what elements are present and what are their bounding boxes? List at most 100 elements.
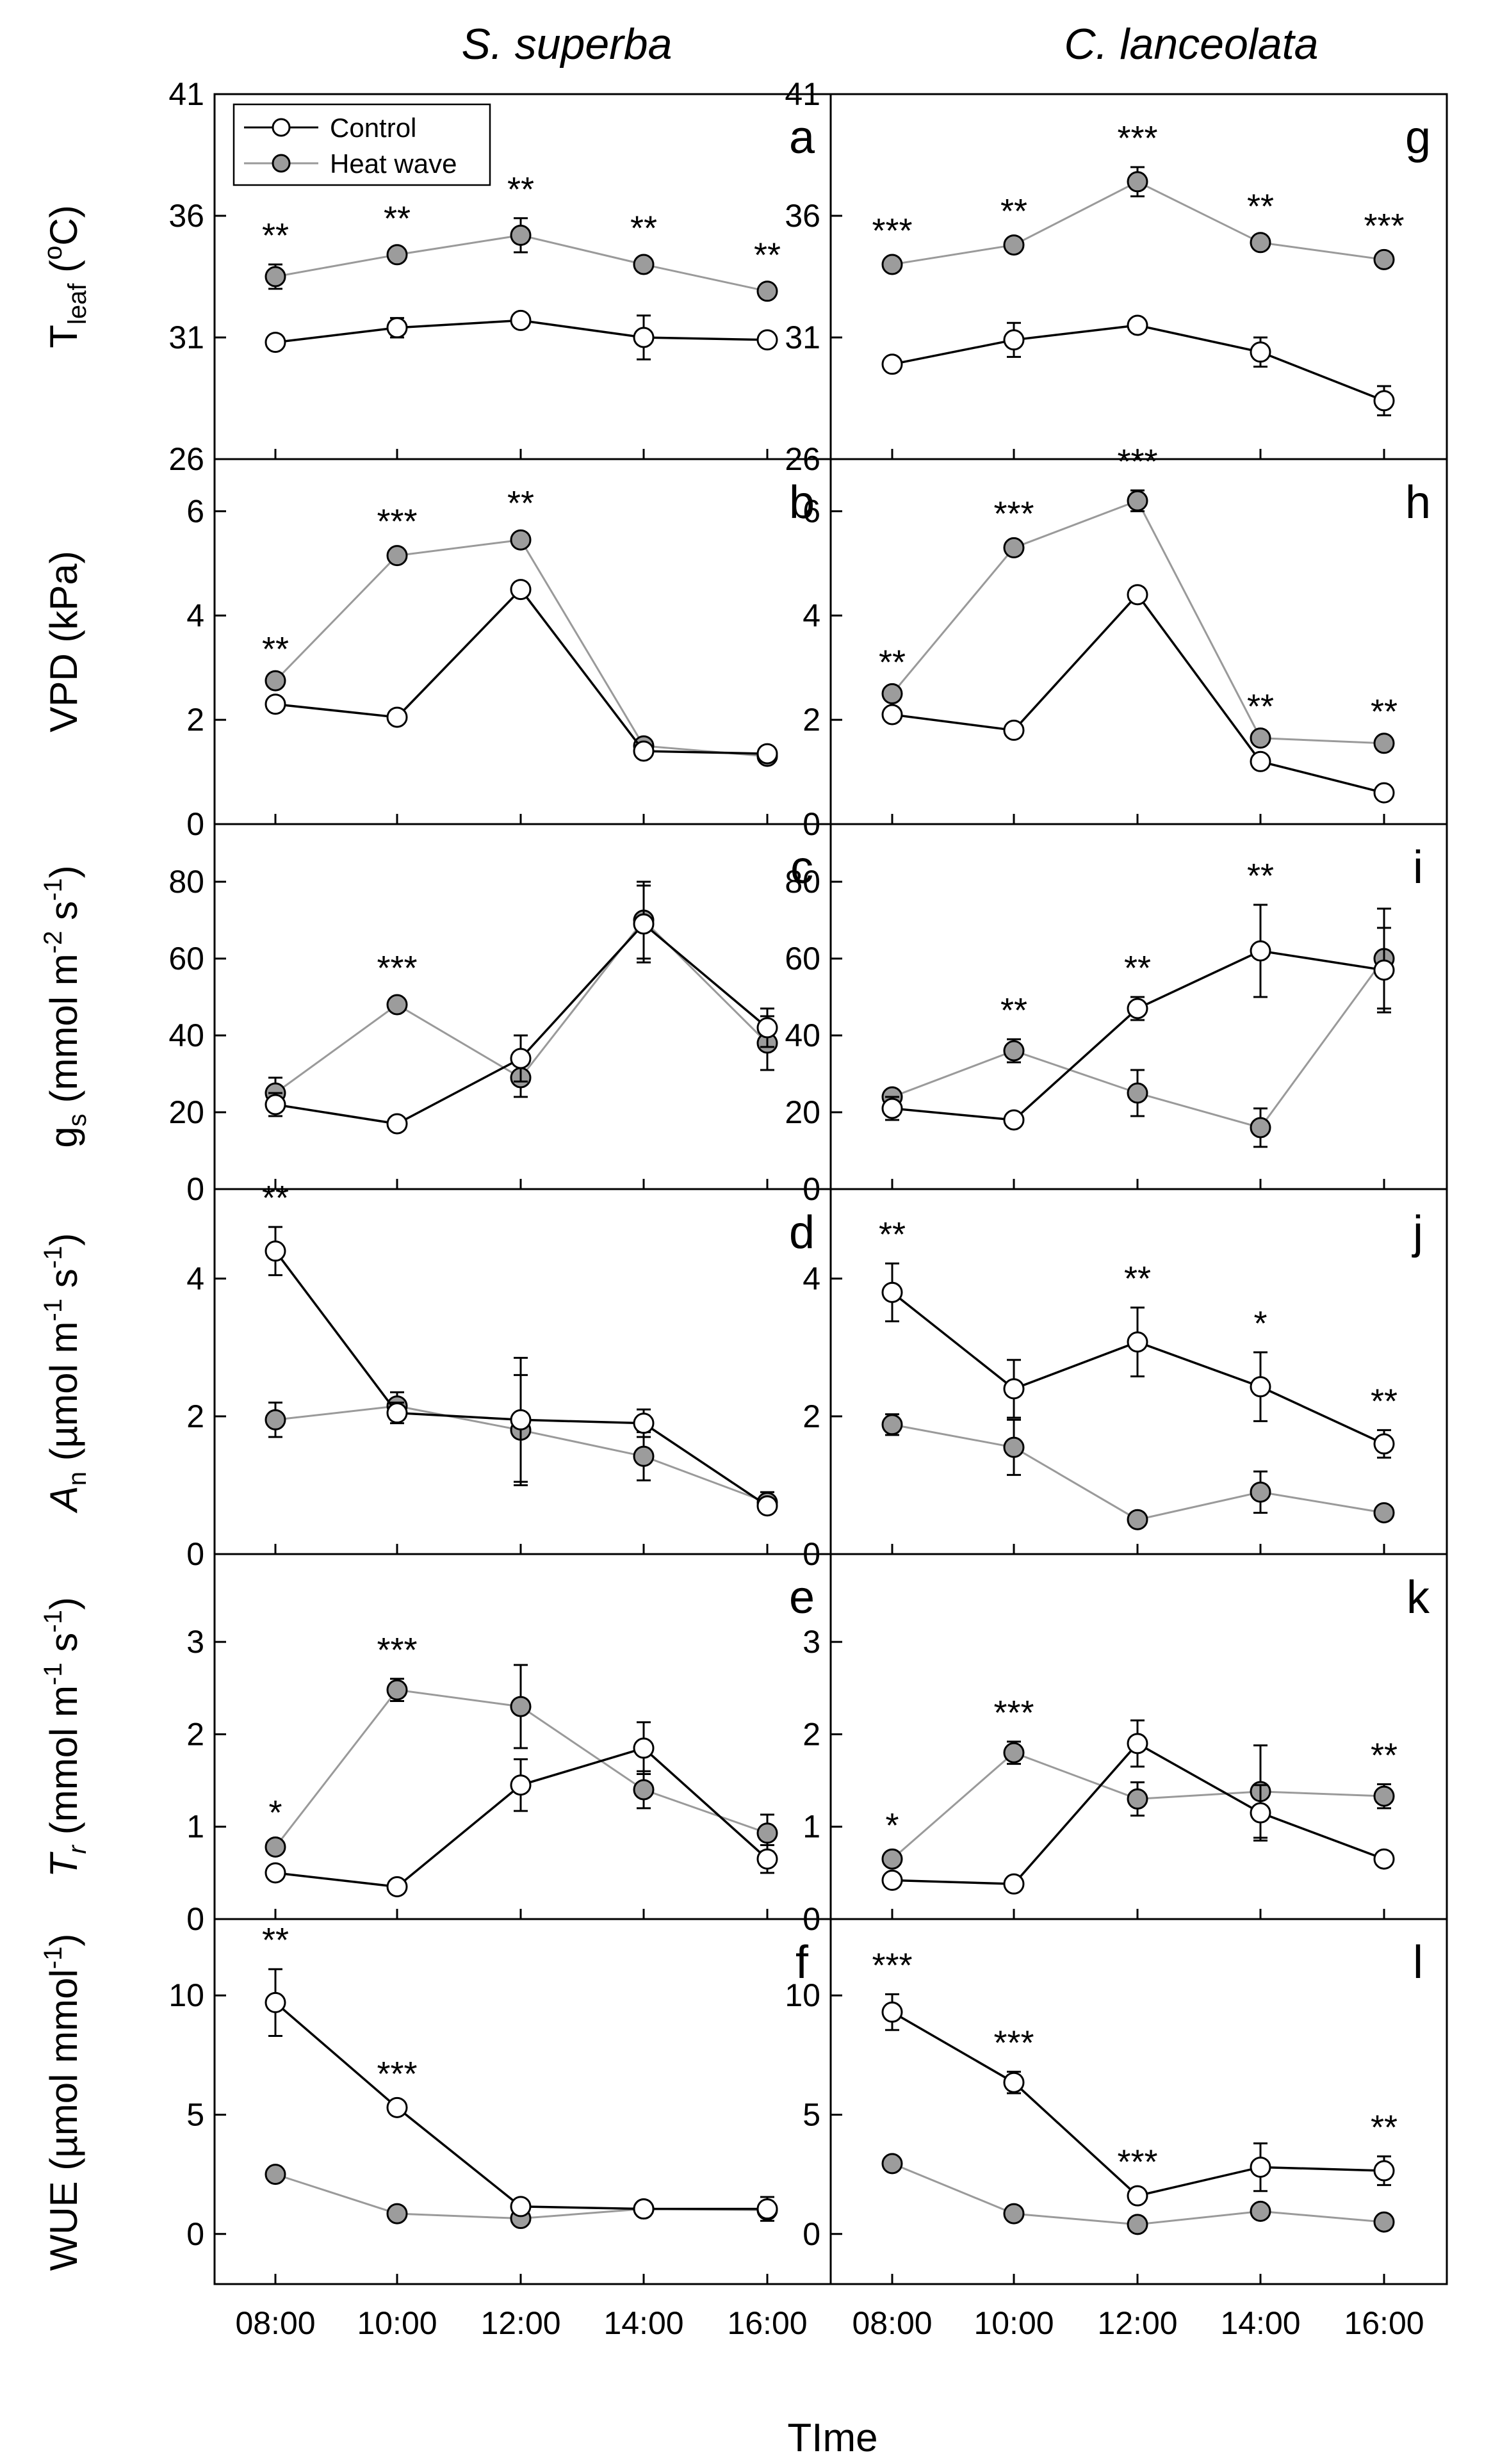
significance-marker: **	[262, 1179, 289, 1217]
control-point	[633, 913, 655, 935]
control-series-line	[892, 592, 1385, 794]
panel-frame	[829, 1918, 1448, 2285]
heat-wave-point	[1250, 2200, 1271, 2222]
y-tick-label: 5	[803, 2096, 820, 2132]
control-point	[1003, 1873, 1025, 1895]
significance-marker: **	[1247, 187, 1274, 225]
heat-wave-series-line	[274, 539, 768, 758]
control-point	[1250, 1802, 1271, 1824]
y-tick-label: 36	[785, 198, 820, 234]
heat-wave-series-line	[892, 1423, 1385, 1521]
x-tick-label: 08:00	[235, 2305, 315, 2341]
heat-wave-point	[1250, 1481, 1271, 1503]
y-tick-label: 4	[186, 597, 204, 633]
legend-heat-wave-label: Heat wave	[330, 149, 457, 179]
significance-marker: *	[885, 1806, 899, 1845]
y-tick-label: 41	[785, 76, 820, 112]
control-point	[265, 693, 286, 715]
control-point	[386, 317, 408, 339]
control-point	[510, 579, 532, 601]
control-point	[756, 2198, 778, 2220]
significance-marker: ***	[1117, 2143, 1157, 2182]
x-tick-label: 10:00	[357, 2305, 437, 2341]
control-point	[510, 309, 532, 331]
control-point	[881, 1281, 903, 1303]
y-tick-label: 0	[803, 806, 820, 842]
panel-c: 0 20 40 60 80 *** c	[168, 823, 832, 1207]
y-tick-label: 4	[803, 597, 820, 633]
legend-heat-wave-marker	[272, 154, 291, 173]
significance-marker: **	[507, 484, 534, 523]
significance-marker: ***	[993, 494, 1034, 533]
significance-marker: ***	[993, 2023, 1034, 2062]
control-point	[510, 1774, 532, 1796]
panel-letter: e	[789, 1572, 815, 1623]
panel-frame	[213, 1188, 832, 1555]
control-point	[1003, 1378, 1025, 1400]
control-point	[633, 1737, 655, 1759]
heat-wave-point	[756, 1822, 778, 1844]
significance-marker: **	[1371, 2109, 1398, 2147]
y-tick-label: 3	[803, 1624, 820, 1660]
legend-control-marker	[272, 118, 291, 137]
y-tick-label: 40	[785, 1017, 820, 1053]
significance-marker: **	[630, 209, 657, 248]
x-tick-label: 10:00	[974, 2305, 1054, 2341]
column-title-s-superba: S. superba	[462, 20, 673, 69]
y-tick-label: 3	[186, 1624, 204, 1660]
y-tick-label: 10	[785, 1977, 820, 2013]
heat-wave-point	[1250, 727, 1271, 749]
control-point	[1003, 2071, 1025, 2093]
heat-wave-point	[1373, 1785, 1395, 1807]
control-point	[510, 1048, 532, 1069]
x-tick-label: 08:00	[852, 2305, 932, 2341]
control-point	[265, 1862, 286, 1884]
control-point	[1373, 1848, 1395, 1870]
x-tick-label: 12:00	[1097, 2305, 1177, 2341]
heat-wave-point	[510, 224, 532, 246]
control-point	[756, 1848, 778, 1870]
y-tick-label: 26	[785, 441, 820, 477]
y-tick-label: 0	[186, 1536, 204, 1572]
y-tick-label: 2	[186, 702, 204, 738]
heat-wave-point	[1127, 2214, 1148, 2235]
control-series-line	[892, 324, 1385, 402]
significance-marker: **	[262, 1921, 289, 1959]
control-point	[633, 2198, 655, 2220]
control-point	[265, 1240, 286, 1262]
column-title-c-lanceolata: C. lanceolata	[1064, 20, 1319, 69]
y-tick-label: 80	[785, 864, 820, 900]
significance-marker: **	[1247, 857, 1274, 895]
y-tick-label: 2	[803, 1398, 820, 1434]
panel-letter: k	[1406, 1572, 1430, 1623]
significance-marker: **	[262, 630, 289, 669]
significance-marker: **	[754, 236, 781, 274]
panel-letter: j	[1412, 1207, 1423, 1258]
significance-marker: *	[268, 1794, 282, 1832]
heat-wave-point	[386, 1679, 408, 1701]
significance-marker: ***	[377, 2055, 417, 2093]
significance-marker: **	[1371, 1382, 1398, 1420]
control-point	[756, 1017, 778, 1039]
control-point	[386, 1402, 408, 1424]
panel-letter: h	[1405, 477, 1431, 528]
control-point	[386, 1113, 408, 1135]
y-tick-label: 36	[168, 198, 204, 234]
significance-marker: **	[384, 199, 411, 238]
heat-wave-point	[1127, 1509, 1148, 1530]
x-tick-label: 14:00	[1220, 2305, 1300, 2341]
significance-marker: ***	[377, 949, 417, 987]
xlabel-time: TIme	[787, 2416, 877, 2460]
control-point	[1373, 390, 1395, 412]
control-point	[756, 329, 778, 351]
panel-letter: b	[789, 477, 815, 528]
panel-letter: l	[1413, 1937, 1423, 1988]
ylabel-tleaf: Tleaf (oC)	[39, 205, 92, 348]
heat-wave-point	[1127, 1082, 1148, 1104]
y-tick-label: 0	[186, 2216, 204, 2252]
control-point	[265, 1094, 286, 1115]
control-point	[633, 327, 655, 348]
